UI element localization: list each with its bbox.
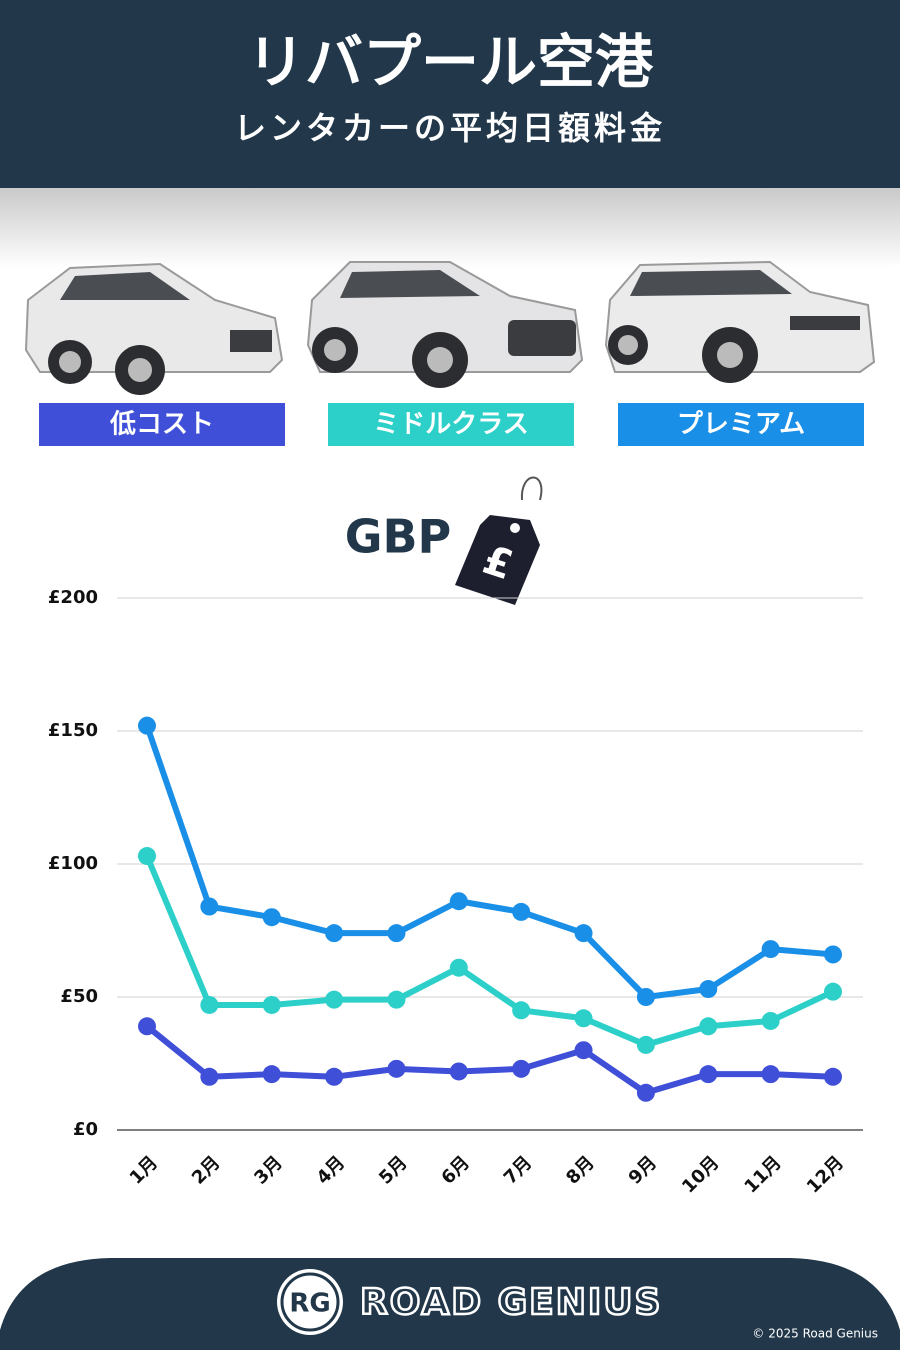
- data-point: [449, 892, 468, 911]
- data-point: [325, 1067, 344, 1086]
- data-point: [761, 940, 780, 959]
- legend-label: ミドルクラス: [373, 410, 528, 440]
- x-tick-label: 3月: [250, 1152, 286, 1188]
- series-line: [144, 724, 834, 1000]
- data-point: [387, 924, 406, 943]
- data-point: [449, 958, 468, 977]
- data-point: [138, 847, 156, 866]
- brand: ROAD GENIUS: [360, 1282, 662, 1323]
- data-point: [200, 995, 219, 1014]
- data-point: [824, 1067, 842, 1086]
- data-point: [699, 1065, 718, 1084]
- title: リバプール空港: [247, 28, 654, 96]
- x-tick-label: 4月: [313, 1152, 349, 1188]
- x-tick-label: 5月: [375, 1152, 411, 1188]
- data-point: [325, 924, 344, 943]
- data-point: [200, 897, 219, 916]
- y-tick-label: £200: [48, 587, 98, 608]
- copyright: © 2025 Road Genius: [752, 1327, 878, 1341]
- legend-swatch: [328, 403, 574, 446]
- data-point: [138, 1017, 156, 1036]
- legend-swatch: [618, 403, 864, 446]
- data-point: [636, 1083, 655, 1102]
- data-point: [699, 980, 718, 999]
- logo: RG: [289, 1289, 330, 1319]
- x-tick-label: 1月: [126, 1152, 162, 1188]
- data-point: [636, 1035, 655, 1054]
- series-line: [144, 854, 835, 1048]
- logo-badge: [277, 1269, 343, 1335]
- data-point: [262, 995, 281, 1014]
- subtitle: レンタカーの平均日額料金: [234, 109, 666, 147]
- data-point: [824, 982, 842, 1001]
- data-point: [512, 1001, 531, 1020]
- y-tick-label: £0: [73, 1119, 98, 1140]
- y-tick-label: £50: [60, 986, 98, 1007]
- data-point: [262, 908, 281, 927]
- price-tag-icon: £: [455, 476, 543, 605]
- data-point: [574, 924, 593, 943]
- header-shade: [0, 188, 900, 268]
- header-band: [0, 0, 900, 188]
- car-suv-mid: [306, 261, 584, 388]
- data-point: [387, 990, 406, 1009]
- legend-label: プレミアム: [677, 410, 805, 440]
- series-line: [145, 1023, 834, 1096]
- x-tick-label: 2月: [188, 1152, 224, 1188]
- data-point: [761, 1011, 780, 1030]
- data-point: [449, 1062, 468, 1081]
- data-point: [512, 902, 531, 921]
- logo-ring: [280, 1272, 340, 1332]
- x-tick-label: 9月: [625, 1152, 661, 1188]
- y-tick-label: £150: [48, 720, 98, 741]
- data-point: [387, 1059, 406, 1078]
- footer-band: [0, 1258, 900, 1350]
- data-point: [636, 988, 655, 1006]
- x-tick-label: 12月: [803, 1152, 848, 1197]
- data-point: [138, 716, 156, 735]
- car-premium: [604, 260, 876, 383]
- data-point: [699, 1017, 718, 1036]
- legend-swatch: [39, 403, 285, 446]
- data-point: [512, 1059, 531, 1078]
- data-point: [574, 1041, 593, 1060]
- data-point: [824, 945, 842, 964]
- data-point: [574, 1009, 593, 1028]
- data-point: [262, 1065, 281, 1084]
- x-tick-label: 7月: [500, 1152, 536, 1188]
- x-tick-label: 10月: [678, 1152, 723, 1197]
- car-compact: [24, 262, 284, 395]
- y-tick-label: £100: [48, 853, 98, 874]
- data-point: [761, 1065, 780, 1084]
- x-tick-label: 11月: [740, 1152, 785, 1197]
- unit-label: GBP: [345, 510, 452, 564]
- data-point: [200, 1067, 219, 1086]
- x-tick-label: 8月: [562, 1152, 598, 1188]
- x-tick-label: 6月: [437, 1152, 473, 1188]
- data-point: [325, 990, 344, 1009]
- legend-label: 低コスト: [109, 410, 214, 440]
